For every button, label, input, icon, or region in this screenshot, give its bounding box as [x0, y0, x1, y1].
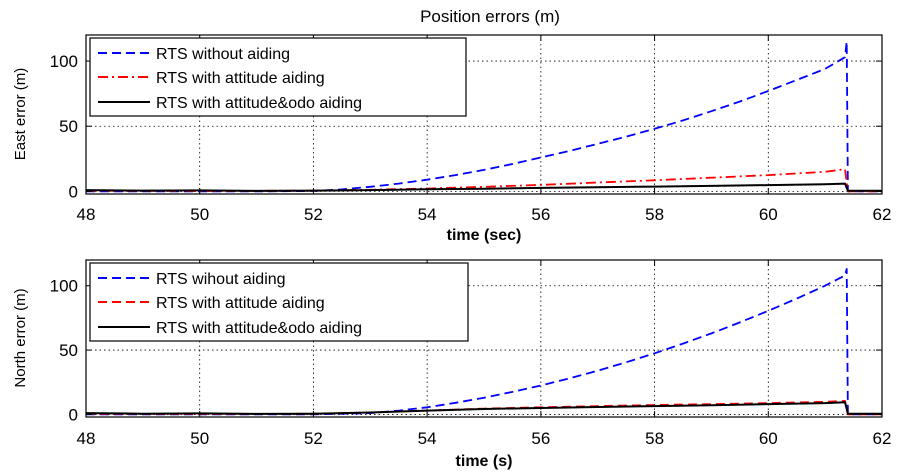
- north-series-lines: [85, 268, 882, 416]
- north-error-panel: 48 50 52 54 56 58 60 62 0 50 100 RTS wihout aidin…: [12, 259, 892, 470]
- y-tick-label: 100: [50, 277, 78, 296]
- x-tick-label: 60: [759, 205, 778, 224]
- y-tick-label: 0: [69, 405, 78, 424]
- x-tick-label: 60: [759, 429, 778, 448]
- x-tick-label: 54: [418, 205, 437, 224]
- series-line-3: [85, 401, 882, 415]
- east-legend: RTS without aiding RTS with attitude aidi…: [89, 37, 467, 117]
- north-legend: RTS wihout aiding RTS with attitude aidin…: [89, 262, 469, 342]
- east-y-ticks: 0 50 100: [50, 52, 882, 201]
- y-tick-label: 50: [59, 341, 78, 360]
- series-line-3: [85, 182, 882, 192]
- north-y-axis-label: North error (m): [12, 288, 29, 387]
- y-tick-label: 100: [50, 52, 78, 71]
- legend-entry-label: RTS with attitude aiding: [156, 295, 325, 312]
- legend-entry-label: RTS with attitude&odo aiding: [156, 320, 362, 337]
- x-tick-label: 52: [304, 205, 323, 224]
- east-error-panel: 48 50 52 54 56 58 60 62 0 50 100 RTS without aidi…: [12, 34, 892, 244]
- x-tick-label: 52: [304, 429, 323, 448]
- north-grid: [86, 260, 882, 417]
- north-x-axis-label: time (s): [456, 453, 513, 470]
- legend-entry-label: RTS with attitude aiding: [156, 70, 325, 87]
- figure-title: Position errors (m): [420, 7, 560, 26]
- y-tick-label: 0: [69, 182, 78, 201]
- east-y-axis-label: East error (m): [12, 68, 29, 161]
- x-tick-label: 48: [77, 205, 96, 224]
- north-y-ticks: 0 50 100: [50, 277, 882, 424]
- x-tick-label: 62: [873, 429, 892, 448]
- x-tick-label: 62: [873, 205, 892, 224]
- legend-entry-label: RTS with attitude&odo aiding: [156, 95, 362, 112]
- north-x-ticks: 48 50 52 54 56 58 60 62: [77, 260, 892, 448]
- x-tick-label: 48: [77, 429, 96, 448]
- x-tick-label: 58: [645, 429, 664, 448]
- x-tick-label: 56: [531, 429, 550, 448]
- series-line-1: [86, 40, 882, 193]
- legend-entry-label: RTS without aiding: [156, 46, 290, 63]
- east-x-ticks: 48 50 52 54 56 58 60 62: [77, 35, 892, 224]
- x-tick-label: 50: [190, 429, 209, 448]
- x-tick-label: 58: [645, 205, 664, 224]
- x-tick-label: 54: [418, 429, 437, 448]
- east-x-axis-label: time (sec): [447, 227, 522, 244]
- legend-box: [89, 37, 467, 117]
- x-tick-label: 56: [531, 205, 550, 224]
- legend-box: [89, 262, 469, 342]
- east-series-lines: [85, 40, 882, 193]
- y-tick-label: 50: [59, 117, 78, 136]
- legend-entry-label: RTS wihout aiding: [156, 271, 286, 288]
- x-tick-label: 50: [190, 205, 209, 224]
